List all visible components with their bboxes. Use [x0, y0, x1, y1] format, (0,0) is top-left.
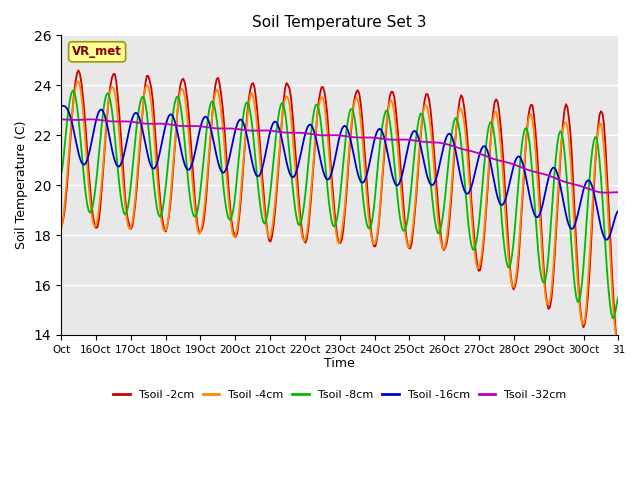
Tsoil -2cm [75, 68, 83, 73]
Tsoil -8cm [69, 88, 77, 94]
Tsoil -16cm [539, 202, 547, 207]
Tsoil -32cm [57, 117, 65, 122]
Tsoil -8cm [57, 172, 65, 178]
Tsoil -32cm [346, 134, 353, 140]
Tsoil -2cm [57, 221, 65, 227]
Tsoil -2cm [346, 151, 353, 157]
Line: Tsoil -4cm: Tsoil -4cm [61, 82, 618, 343]
Tsoil -4cm [57, 228, 65, 233]
X-axis label: Time: Time [324, 358, 355, 371]
Line: Tsoil -8cm: Tsoil -8cm [61, 91, 618, 318]
Tsoil -32cm [76, 117, 84, 123]
Line: Tsoil -16cm: Tsoil -16cm [61, 106, 618, 240]
Tsoil -4cm [75, 79, 83, 84]
Tsoil -32cm [614, 189, 622, 195]
Tsoil -4cm [539, 261, 547, 266]
Tsoil -4cm [456, 105, 463, 111]
Tsoil -16cm [95, 109, 102, 115]
Tsoil -8cm [95, 152, 102, 157]
Tsoil -32cm [539, 171, 547, 177]
Text: VR_met: VR_met [72, 45, 122, 59]
Tsoil -16cm [613, 210, 621, 216]
Tsoil -8cm [346, 111, 353, 117]
Tsoil -2cm [612, 325, 620, 331]
Tsoil -2cm [95, 217, 102, 223]
Tsoil -32cm [613, 189, 621, 195]
Tsoil -16cm [603, 237, 611, 243]
Tsoil -8cm [609, 315, 616, 321]
Tsoil -32cm [602, 190, 609, 195]
Tsoil -4cm [614, 340, 622, 346]
Tsoil -4cm [346, 146, 353, 152]
Y-axis label: Soil Temperature (C): Soil Temperature (C) [15, 121, 28, 250]
Tsoil -16cm [57, 103, 65, 108]
Tsoil -4cm [77, 93, 85, 98]
Tsoil -2cm [614, 346, 622, 351]
Tsoil -16cm [346, 132, 353, 137]
Tsoil -2cm [539, 249, 547, 254]
Line: Tsoil -32cm: Tsoil -32cm [61, 120, 618, 192]
Tsoil -2cm [77, 80, 85, 86]
Title: Soil Temperature Set 3: Soil Temperature Set 3 [252, 15, 427, 30]
Line: Tsoil -2cm: Tsoil -2cm [61, 71, 618, 348]
Tsoil -32cm [88, 117, 95, 122]
Tsoil -16cm [77, 159, 85, 165]
Legend: Tsoil -2cm, Tsoil -4cm, Tsoil -8cm, Tsoil -16cm, Tsoil -32cm: Tsoil -2cm, Tsoil -4cm, Tsoil -8cm, Tsoi… [109, 385, 571, 404]
Tsoil -16cm [59, 103, 67, 108]
Tsoil -16cm [614, 208, 622, 214]
Tsoil -8cm [614, 294, 622, 300]
Tsoil -8cm [613, 300, 621, 306]
Tsoil -16cm [456, 170, 463, 176]
Tsoil -8cm [539, 279, 547, 285]
Tsoil -8cm [456, 130, 463, 135]
Tsoil -4cm [612, 329, 620, 335]
Tsoil -8cm [77, 146, 85, 152]
Tsoil -32cm [95, 117, 102, 123]
Tsoil -4cm [95, 206, 102, 212]
Tsoil -2cm [456, 97, 463, 103]
Tsoil -32cm [456, 145, 463, 151]
